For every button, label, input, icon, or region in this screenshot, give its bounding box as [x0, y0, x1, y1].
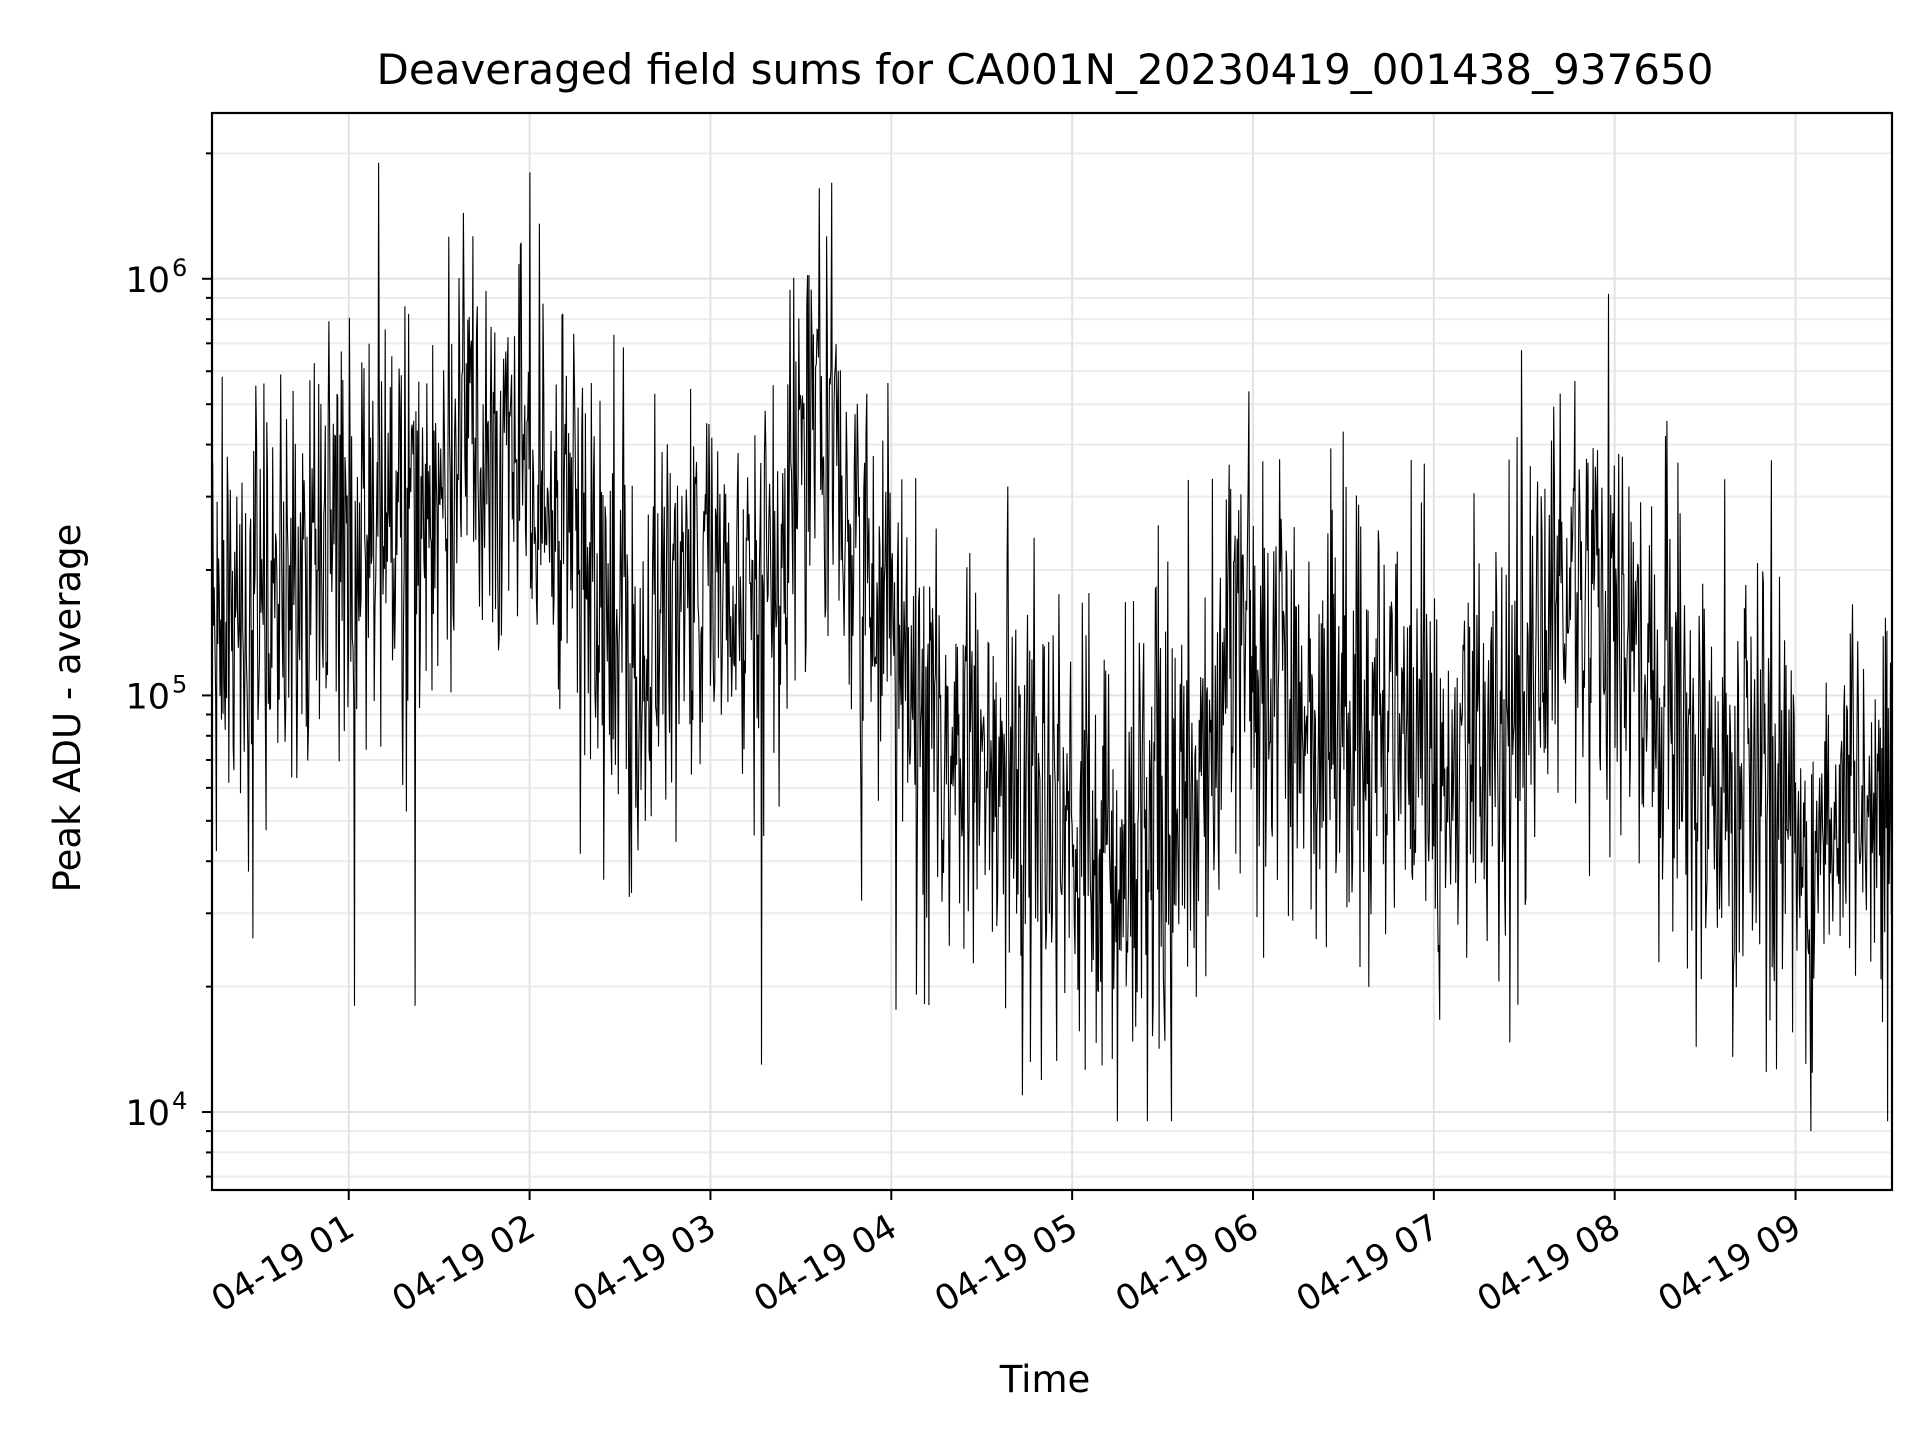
- y-tick-exponent: 6: [172, 254, 187, 282]
- x-axis-label: Time: [999, 1358, 1091, 1401]
- y-tick-exponent: 4: [172, 1087, 187, 1115]
- y-tick-label: 10: [125, 677, 170, 717]
- y-tick-label: 10: [125, 261, 170, 301]
- y-tick-exponent: 5: [172, 670, 187, 698]
- plot-frame: [210, 111, 1894, 1192]
- y-axis-label: Peak ADU - average: [46, 524, 89, 893]
- plot-area: [211, 162, 1893, 1132]
- y-tick-label: 10: [125, 1094, 170, 1134]
- series-line: [211, 162, 1893, 1132]
- chart-title: Deaveraged field sums for CA001N_2023041…: [377, 45, 1714, 94]
